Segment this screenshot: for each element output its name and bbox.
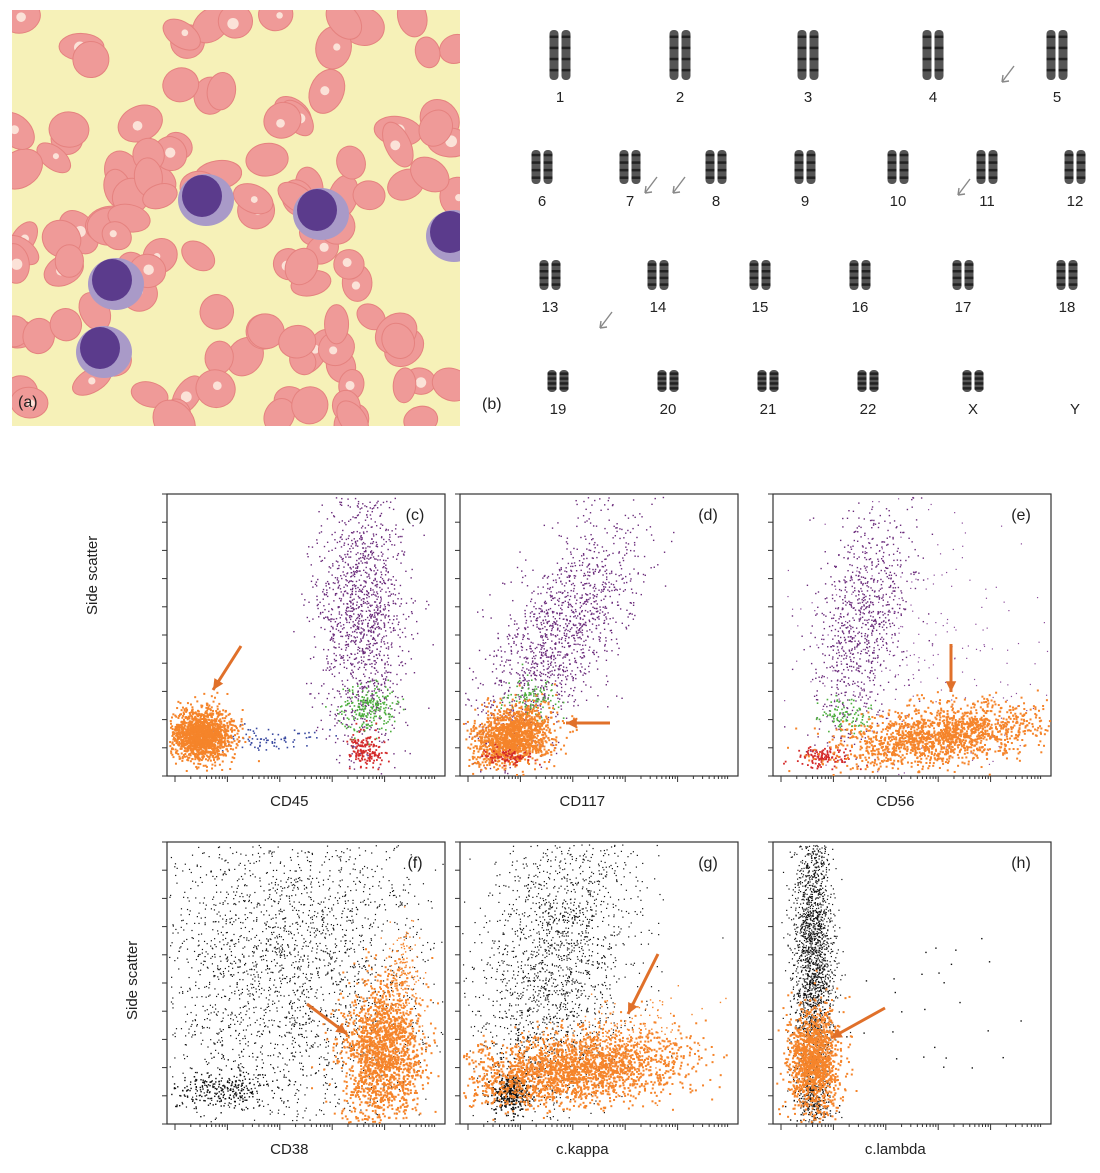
chromosome-label: 10	[890, 193, 907, 210]
chromosome-pair	[619, 150, 641, 184]
panel-b: 1 2 3 4 5 6 7 8 9 10 11 12 13 14 15 16 17 18 19 20 21 22 X Y (b…	[470, 10, 1095, 430]
flow-plot: (d) CD117	[455, 493, 739, 810]
population-arrow	[831, 1028, 843, 1038]
smear-image	[0, 0, 482, 445]
plot-frame	[166, 841, 446, 1125]
chromosome-label: 6	[538, 193, 546, 210]
flow-panel-label: (g)	[698, 855, 718, 872]
chromosome-pair	[547, 370, 569, 392]
chromosome-label: X	[968, 401, 978, 418]
chromosome-pair	[952, 260, 974, 290]
chromosome-label: Y	[1070, 401, 1080, 418]
event-dots	[169, 497, 434, 775]
chromosome-label: 14	[650, 299, 667, 316]
chromosome-pair	[797, 30, 819, 80]
chromosome-pair	[1056, 260, 1078, 290]
chromosome-label: 19	[550, 401, 567, 418]
chromosome-pair	[887, 150, 909, 184]
chromosome-label: 4	[929, 89, 937, 106]
population-arrow	[566, 717, 577, 729]
chromosome-pair	[705, 150, 727, 184]
chromosome-label: 13	[542, 299, 559, 316]
chromosome-label: 22	[860, 401, 877, 418]
cell-nucleus	[182, 175, 222, 217]
panel-b-label: (b)	[482, 396, 502, 414]
flow-panel-label: (d)	[698, 507, 718, 524]
event-dots	[776, 844, 1022, 1124]
chromosome-label: 7	[626, 193, 634, 210]
flow-panel-label: (e)	[1011, 507, 1031, 524]
flow-cytometry-plots: (c)CD45(d)CD117(e)CD56(f)CD38(g)c.kappa(…	[162, 493, 1052, 1158]
event-dots	[462, 496, 702, 776]
chromosome-label: 5	[1053, 89, 1061, 106]
karyotype-arrow	[644, 176, 658, 194]
flow-plot: (c) CD45	[162, 493, 446, 810]
flow-x-axis-label: CD117	[560, 793, 606, 810]
karyotype-arrow	[672, 176, 686, 194]
chromosome-label: 16	[852, 299, 869, 316]
chromosome-label: 18	[1059, 299, 1076, 316]
chromosome-label: 17	[955, 299, 972, 316]
chromosome-pair	[849, 260, 871, 290]
flow-panel-label: (h)	[1011, 855, 1031, 872]
event-dots	[783, 496, 1051, 776]
population-arrow	[628, 1002, 638, 1014]
chromosome-pair	[794, 150, 816, 184]
chromosome-pair	[1046, 30, 1068, 80]
flow-x-axis-label: CD56	[876, 793, 914, 810]
chromosome-pair	[1064, 150, 1086, 184]
chromosome-label: 21	[760, 401, 777, 418]
chromosome-label: 1	[556, 89, 564, 106]
population-arrow	[335, 1023, 347, 1034]
event-dots	[462, 844, 728, 1123]
chromosome-label: 11	[979, 193, 995, 210]
flow-plot: (h) c.lambda	[768, 841, 1052, 1158]
population-arrow	[213, 678, 224, 690]
karyotype-arrow	[957, 178, 971, 196]
panel-a: (a)	[0, 0, 482, 445]
cell-nucleus	[80, 327, 120, 369]
chromosome-pair	[749, 260, 771, 290]
chromosome-pair	[857, 370, 879, 392]
flow-plot: (g) c.kappa	[455, 841, 739, 1158]
chromosome-pair	[976, 150, 998, 184]
chromosome-pair	[757, 370, 779, 392]
population-arrow	[945, 681, 957, 692]
chromosome-label: 9	[801, 193, 809, 210]
karyotype-arrow	[599, 311, 613, 329]
cell-nucleus	[297, 189, 337, 231]
chromosome-pair	[962, 370, 984, 392]
chromosome-label: 3	[804, 89, 812, 106]
cell-nucleus	[92, 259, 132, 301]
chromosome-label: 20	[660, 401, 677, 418]
flow-x-axis-label: c.kappa	[556, 1141, 609, 1158]
chromosome-pair	[669, 30, 691, 80]
plasma-cells	[76, 174, 482, 378]
chromosome-pair	[647, 260, 669, 290]
chromosome-label: 8	[712, 193, 720, 210]
chromosome-pair	[531, 150, 553, 184]
flow-x-axis-label: c.lambda	[865, 1141, 927, 1158]
event-dots	[169, 844, 444, 1124]
flow-panel-label: (c)	[406, 507, 425, 524]
flow-plot: (e) CD56	[768, 493, 1052, 810]
chromosome-label: 15	[752, 299, 769, 316]
karyotype-arrow	[1001, 65, 1015, 83]
flow-panel-label: (f)	[407, 855, 422, 872]
chromosome-pair	[549, 30, 571, 80]
flow-x-axis-label: CD38	[270, 1141, 308, 1158]
chromosome-label: 2	[676, 89, 684, 106]
chromosome-pair	[922, 30, 944, 80]
chromosome-pair	[657, 370, 679, 392]
panel-a-label: (a)	[18, 394, 38, 412]
flow-plot: (f) CD38	[162, 841, 446, 1158]
chromosome-pair	[539, 260, 561, 290]
chromosome-label: 12	[1067, 193, 1084, 210]
flow-x-axis-label: CD45	[270, 793, 308, 810]
